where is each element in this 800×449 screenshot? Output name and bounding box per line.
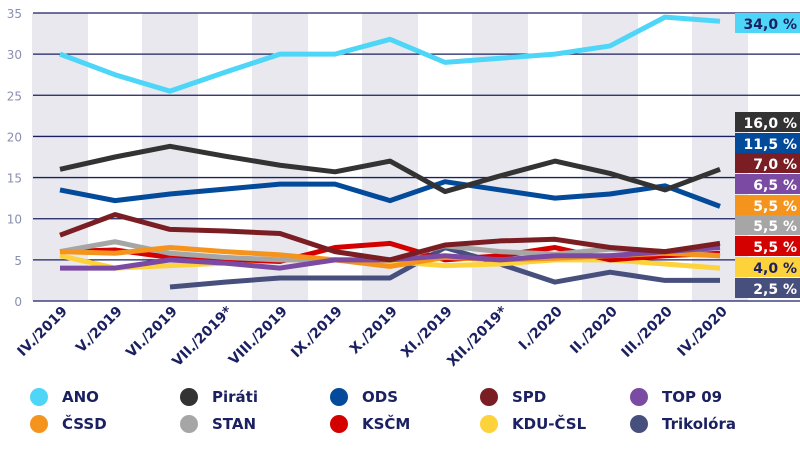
legend: ANO Piráti ODS SPD TOP 09 ČSSD STAN KSČM KDU-ČSL… <box>30 388 800 433</box>
value-label: 5,5 % <box>753 240 797 256</box>
legend-label: SPD <box>512 388 547 406</box>
series-line-ods <box>59 179 721 209</box>
value-label: 5,5 % <box>753 199 797 215</box>
value-badge <box>735 13 800 33</box>
legend-marker <box>330 415 348 433</box>
value-badge <box>735 153 800 173</box>
value-label: 2,5 % <box>753 282 797 298</box>
x-tick-label: IX./2019 <box>288 304 346 362</box>
x-tick-label: VII./2019* <box>169 303 236 370</box>
value-badge <box>735 174 800 194</box>
legend-marker <box>30 415 48 433</box>
value-badge <box>735 236 800 256</box>
legend-item: ANO <box>30 388 180 406</box>
legend-label: STAN <box>212 415 257 433</box>
x-tick-label: II./2020 <box>567 303 621 357</box>
x-tick-label: VI./2019 <box>123 304 181 362</box>
value-label: 7,0 % <box>753 157 797 173</box>
legend-marker <box>480 415 498 433</box>
legend-marker <box>330 388 348 406</box>
x-tick-label: III./2020 <box>619 303 676 360</box>
x-tick-label: XI./2019 <box>398 304 456 362</box>
legend-label: Trikolóra <box>662 415 736 433</box>
legend-item: Trikolóra <box>630 415 780 433</box>
legend-label: KDU-ČSL <box>512 415 587 433</box>
y-tick-label: 20 <box>7 130 22 144</box>
legend-item: STAN <box>180 415 330 433</box>
legend-label: ANO <box>62 388 99 406</box>
legend-marker <box>630 415 648 433</box>
legend-item: KSČM <box>330 415 480 433</box>
y-tick-label: 10 <box>7 213 22 227</box>
legend-item: Piráti <box>180 388 330 406</box>
legend-item: TOP 09 <box>630 388 780 406</box>
y-tick-label: 0 <box>14 295 22 309</box>
value-label: 4,0 % <box>753 261 797 277</box>
series-line-ano <box>59 14 721 94</box>
legend-item: SPD <box>480 388 630 406</box>
value-badge <box>735 195 800 215</box>
value-badge <box>735 278 800 298</box>
value-badge <box>735 133 800 153</box>
value-badge <box>735 112 800 132</box>
y-tick-label: 35 <box>7 7 22 21</box>
series-line-piráti <box>59 143 721 195</box>
legend-label: TOP 09 <box>662 388 723 406</box>
legend-label: Piráti <box>212 388 258 406</box>
x-tick-label: V./2019 <box>73 304 126 357</box>
value-label: 11,5 % <box>744 137 797 153</box>
legend-label: ODS <box>362 388 399 406</box>
value-label: 16,0 % <box>744 116 797 132</box>
legend-label: KSČM <box>362 415 411 433</box>
y-tick-label: 15 <box>7 172 22 186</box>
x-tick-label: X./2019 <box>347 304 401 358</box>
y-tick-label: 25 <box>7 89 22 103</box>
legend-item: KDU-ČSL <box>480 415 630 433</box>
legend-item: ODS <box>330 388 480 406</box>
legend-marker <box>30 388 48 406</box>
value-badge <box>735 257 800 277</box>
value-label: 34,0 % <box>744 17 797 33</box>
value-badge <box>735 215 800 235</box>
legend-label: ČSSD <box>62 415 107 433</box>
y-tick-label: 30 <box>7 48 22 62</box>
x-tick-label: I./2020 <box>516 303 566 353</box>
legend-marker <box>180 388 198 406</box>
y-tick-label: 5 <box>14 254 22 268</box>
value-label: 5,5 % <box>753 219 797 235</box>
value-label: 6,5 % <box>753 178 797 194</box>
x-tick-label: VIII./2019 <box>226 304 291 369</box>
x-tick-label: IV./2020 <box>675 303 731 359</box>
x-tick-label: XII./2019* <box>444 303 511 370</box>
legend-item: ČSSD <box>30 415 180 433</box>
legend-marker <box>630 388 648 406</box>
series-line-spd <box>59 212 721 263</box>
legend-marker <box>480 388 498 406</box>
x-tick-label: IV./2019 <box>15 304 71 360</box>
legend-marker <box>180 415 198 433</box>
